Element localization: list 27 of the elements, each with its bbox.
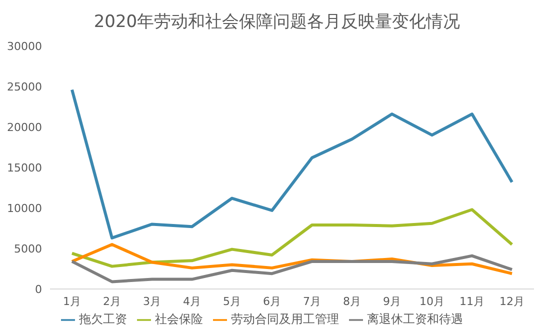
x-tick-label: 1月 bbox=[63, 294, 81, 308]
line-series bbox=[70, 254, 514, 284]
chart-title: 2020年劳动和社会保障问题各月反映量变化情况 bbox=[92, 11, 462, 34]
legend-label: 离退休工资和待遇 bbox=[367, 312, 463, 326]
x-tick-label: 9月 bbox=[383, 294, 401, 308]
y-tick-label: 15000 bbox=[7, 161, 42, 174]
x-tick-label: 8月 bbox=[343, 294, 361, 308]
x-tick-label: 11月 bbox=[460, 294, 484, 308]
x-tick-label: 4月 bbox=[183, 294, 201, 308]
x-tick-label: 10月 bbox=[420, 294, 444, 308]
y-tick-label: 0 bbox=[35, 282, 42, 296]
legend-label: 劳动合同及用工管理 bbox=[231, 312, 339, 326]
x-tick-label: 3月 bbox=[143, 294, 161, 308]
line-series bbox=[70, 208, 514, 268]
y-tick-label: 10000 bbox=[7, 202, 42, 215]
legend-label: 社会保险 bbox=[155, 312, 203, 326]
x-tick-label: 12月 bbox=[500, 294, 524, 308]
x-tick-label: 2月 bbox=[103, 294, 121, 308]
y-tick-label: 30000 bbox=[7, 40, 42, 53]
legend-label: 拖欠工资 bbox=[79, 312, 127, 326]
y-tick-label: 5000 bbox=[14, 242, 42, 256]
y-tick-label: 25000 bbox=[7, 80, 42, 94]
x-tick-label: 5月 bbox=[223, 294, 241, 308]
line-series bbox=[70, 88, 514, 240]
x-tick-label: 6月 bbox=[263, 294, 281, 308]
x-tick-label: 7月 bbox=[303, 294, 321, 308]
y-tick-label: 20000 bbox=[7, 120, 42, 134]
